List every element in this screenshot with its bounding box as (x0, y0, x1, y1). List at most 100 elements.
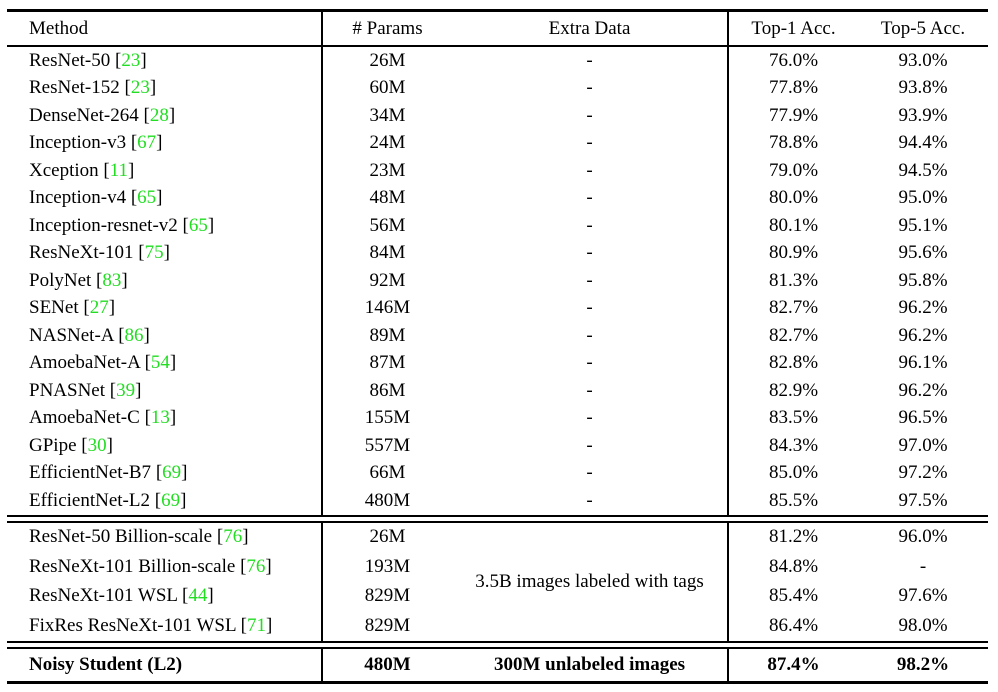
citation-number[interactable]: 65 (137, 187, 157, 209)
citation-bracket-open: [ (150, 489, 162, 511)
params-cell: 48M (369, 187, 406, 209)
params-cell: 23M (369, 159, 406, 181)
citation-bracket-close: ] (128, 159, 135, 181)
citation-number[interactable]: 76 (223, 526, 243, 548)
citation-bracket-open: [ (133, 242, 145, 264)
citation-number[interactable]: 67 (137, 132, 157, 154)
method-cell: PNASNet [39] (7, 377, 323, 405)
method-name: FixRes ResNeXt-101 WSL (29, 614, 236, 636)
citation-bracket-close: ] (181, 462, 188, 484)
citation-number[interactable]: 39 (116, 379, 136, 401)
method-cell: ResNeXt-101 [75] (7, 239, 323, 267)
table-row: GPipe [30] 557M - 84.3% 97.0% (7, 432, 988, 460)
params-cell: 155M (364, 407, 411, 429)
top5-acc-cell: 98.2% (896, 653, 950, 675)
citation-bracket-open: [ (139, 407, 151, 429)
citation-number[interactable]: 44 (188, 585, 208, 607)
method-cell: ResNet-152 [23] (7, 74, 323, 102)
method-cell: ResNet-50 Billion-scale [76] (7, 521, 323, 552)
citation-number[interactable]: 83 (102, 269, 122, 291)
top1-acc-cell: 87.4% (767, 653, 820, 675)
citation-bracket-close: ] (121, 269, 128, 291)
method-name: DenseNet-264 (29, 104, 139, 126)
citation-bracket-close: ] (106, 434, 113, 456)
table-row: PNASNet [39] 86M - 82.9% 96.2% (7, 377, 988, 405)
citation-number[interactable]: 69 (161, 489, 181, 511)
params-cell: 84M (369, 242, 406, 264)
citation-number[interactable]: 27 (89, 297, 109, 319)
method-name: Xception (29, 159, 99, 181)
params-cell: 24M (369, 132, 406, 154)
extra-data-cell: - (452, 294, 729, 322)
top1-acc-cell: 83.5% (768, 407, 819, 429)
table-header: Method # Params Extra Data Top-1 Acc. To… (7, 10, 988, 47)
top1-acc-cell: 81.2% (768, 526, 819, 548)
top5-acc-cell: - (919, 555, 927, 577)
method-name: EfficientNet-B7 (29, 462, 152, 484)
method-cell: Inception-v4 [65] (7, 184, 323, 212)
params-cell: 829M (364, 585, 411, 607)
section-noisy-student: Noisy Student (L2) 480M 300M unlabeled ima… (7, 647, 988, 682)
extra-data-cell: - (452, 129, 729, 157)
method-cell: EfficientNet-B7 [69] (7, 459, 323, 487)
citation-bracket-open: [ (126, 187, 138, 209)
citation-number[interactable]: 86 (124, 324, 144, 346)
citation-bracket-close: ] (156, 187, 163, 209)
top5-acc-cell: 97.0% (898, 434, 948, 456)
params-cell: 26M (369, 526, 406, 548)
citation-bracket-close: ] (108, 297, 116, 319)
citation-number[interactable]: 54 (150, 352, 170, 374)
citation-number[interactable]: 65 (188, 214, 208, 236)
table-row: ResNet-50 [23] 26M - 76.0% 93.0% (7, 46, 988, 75)
citation-number[interactable]: 69 (162, 462, 182, 484)
table-row: ResNeXt-101 WSL [44] 829M 85.4% 97.6% (7, 581, 988, 611)
citation-bracket-close: ] (149, 77, 157, 99)
citation-number[interactable]: 71 (246, 614, 266, 636)
extra-data-cell: - (452, 267, 729, 295)
top1-acc-cell: 82.9% (768, 379, 819, 401)
citation-bracket-open: [ (235, 614, 247, 636)
extra-data-cell: - (452, 377, 729, 405)
citation-number[interactable]: 13 (150, 407, 170, 429)
citation-number[interactable]: 30 (87, 434, 107, 456)
table-row: SENet [27] 146M - 82.7% 96.2% (7, 294, 988, 322)
top5-acc-cell: 95.6% (898, 242, 948, 264)
method-name: AmoebaNet-C (29, 407, 140, 429)
top5-acc-cell: 94.5% (898, 159, 948, 181)
method-cell: Inception-resnet-v2 [65] (7, 212, 323, 240)
top1-acc-cell: 82.7% (768, 324, 819, 346)
top5-acc-cell: 97.5% (898, 489, 948, 511)
citation-bracket-close: ] (180, 489, 187, 511)
table-row: Inception-v4 [65] 48M - 80.0% 95.0% (7, 184, 988, 212)
params-cell: 480M (364, 653, 411, 675)
extra-data-cell: - (452, 349, 729, 377)
top5-acc-cell: 97.2% (898, 462, 948, 484)
top5-acc-cell: 97.6% (898, 585, 948, 607)
top1-acc-cell: 84.8% (768, 555, 819, 577)
citation-number[interactable]: 23 (130, 77, 150, 99)
extra-data-cell: - (452, 157, 729, 185)
params-cell: 89M (369, 324, 406, 346)
top1-acc-cell: 76.0% (768, 49, 819, 71)
results-table: Method # Params Extra Data Top-1 Acc. To… (7, 9, 988, 684)
citation-bracket-open: [ (126, 132, 138, 154)
extra-data-cell: - (452, 459, 729, 487)
citation-number[interactable]: 11 (109, 159, 129, 181)
table-row: Inception-resnet-v2 [65] 56M - 80.1% 95.1% (7, 212, 988, 240)
method-cell: GPipe [30] (7, 432, 323, 460)
citation-bracket-open: [ (76, 434, 88, 456)
citation-bracket-close: ] (135, 379, 142, 401)
citation-number[interactable]: 75 (144, 242, 164, 264)
params-cell: 829M (364, 614, 411, 636)
citation-bracket-close: ] (163, 242, 170, 264)
col-header-extra-data: Extra Data (452, 10, 729, 47)
citation-number[interactable]: 76 (246, 555, 266, 577)
citation-number[interactable]: 23 (121, 49, 141, 71)
table-row: DenseNet-264 [28] 34M - 77.9% 93.9% (7, 102, 988, 130)
top1-acc-cell: 85.4% (768, 585, 819, 607)
method-name: Inception-v3 (29, 132, 127, 154)
table-row: PolyNet [83] 92M - 81.3% 95.8% (7, 267, 988, 295)
top1-acc-cell: 80.0% (768, 187, 819, 209)
citation-number[interactable]: 28 (149, 104, 169, 126)
method-name: EfficientNet-L2 (29, 489, 150, 511)
